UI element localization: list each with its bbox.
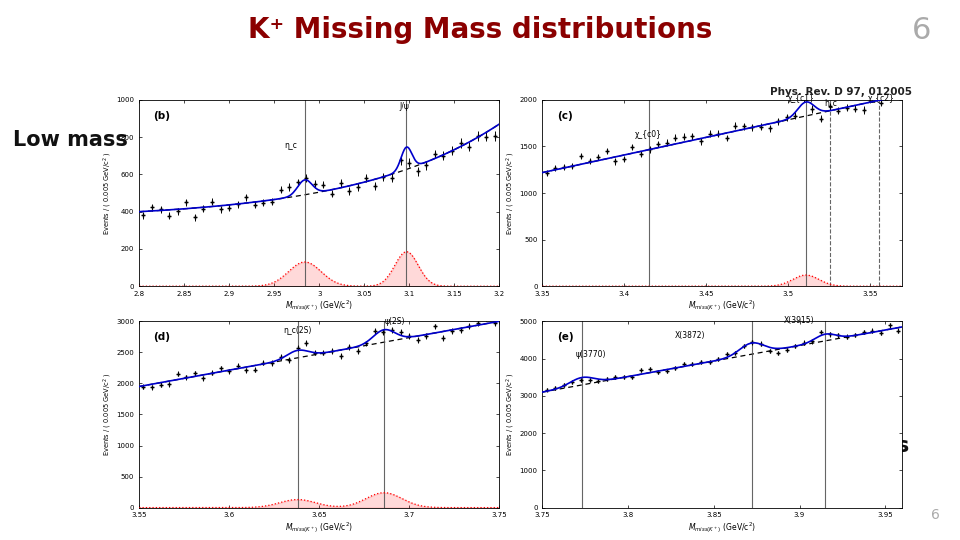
- Text: 6: 6: [930, 508, 940, 522]
- Text: (e): (e): [557, 333, 573, 342]
- Text: J/ψ: J/ψ: [399, 102, 410, 111]
- Y-axis label: Events / ( 0.005 GeV/c$^2$ ): Events / ( 0.005 GeV/c$^2$ ): [505, 373, 517, 456]
- X-axis label: $M_{miss(K^+)}\ \mathrm{(GeV/c^2)}$: $M_{miss(K^+)}\ \mathrm{(GeV/c^2)}$: [688, 299, 756, 314]
- Text: (b): (b): [154, 111, 171, 121]
- Text: h_c: h_c: [824, 98, 837, 107]
- Text: X(3872): X(3872): [675, 331, 705, 340]
- Text: χ_{c0}: χ_{c0}: [636, 130, 662, 139]
- Text: (d): (d): [154, 333, 171, 342]
- Text: ψ(3770): ψ(3770): [575, 349, 606, 359]
- Y-axis label: Events / ( 0.005 GeV/c$^2$ ): Events / ( 0.005 GeV/c$^2$ ): [102, 151, 114, 235]
- X-axis label: $M_{miss(K^+)}\ \mathrm{(GeV/c^2)}$: $M_{miss(K^+)}\ \mathrm{(GeV/c^2)}$: [285, 521, 353, 536]
- Text: χ_{c2}: χ_{c2}: [868, 94, 895, 103]
- Text: η_c(2S): η_c(2S): [283, 326, 312, 335]
- Text: Phys. Rev. D 97, 012005: Phys. Rev. D 97, 012005: [770, 87, 912, 97]
- X-axis label: $M_{miss(K^+)}\ \mathrm{(GeV/c^2)}$: $M_{miss(K^+)}\ \mathrm{(GeV/c^2)}$: [688, 521, 756, 536]
- Text: 6: 6: [912, 16, 931, 45]
- X-axis label: $M_{miss(K^+)}\ \mathrm{(GeV/c^2)}$: $M_{miss(K^+)}\ \mathrm{(GeV/c^2)}$: [285, 299, 353, 314]
- Text: η_c: η_c: [284, 141, 297, 150]
- Text: High mass: High mass: [786, 436, 909, 456]
- Text: X(3915): X(3915): [784, 316, 815, 325]
- Text: Low mass: Low mass: [13, 130, 129, 150]
- Text: ψ(2S): ψ(2S): [385, 318, 405, 326]
- Y-axis label: Events / ( 0.005 GeV/c$^2$ ): Events / ( 0.005 GeV/c$^2$ ): [505, 151, 517, 235]
- Y-axis label: Events / ( 0.005 GeV/c$^2$ ): Events / ( 0.005 GeV/c$^2$ ): [102, 373, 114, 456]
- Text: (c): (c): [557, 111, 572, 121]
- Text: K⁺ Missing Mass distributions: K⁺ Missing Mass distributions: [248, 16, 712, 44]
- Text: χ_{c1}: χ_{c1}: [787, 94, 814, 103]
